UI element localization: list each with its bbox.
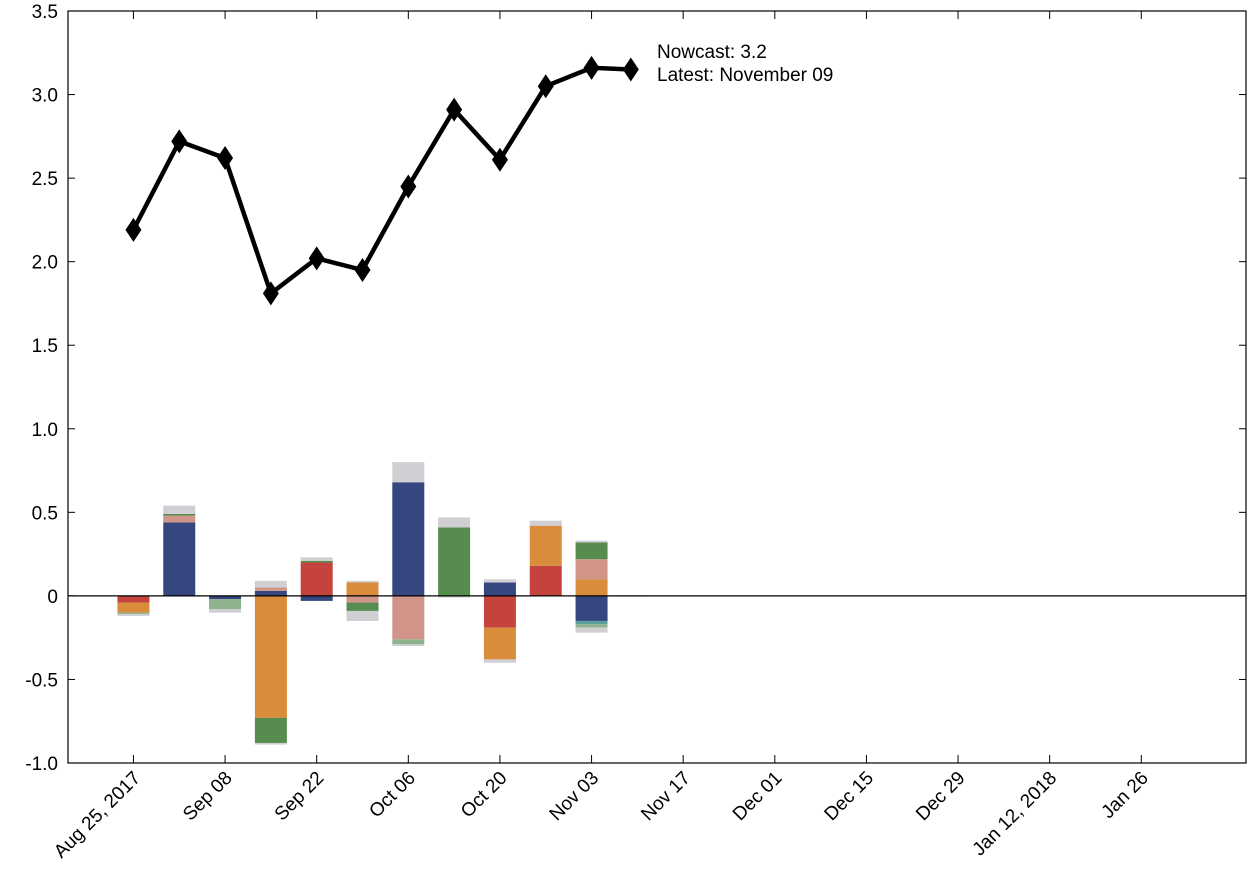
bar-segment-5-1: [346, 580, 379, 583]
x-tick-label-4: Oct 20: [457, 768, 511, 822]
nowcast-point-0: [125, 217, 142, 242]
x-tick-label-8: Dec 15: [821, 768, 878, 825]
bar-segment-2-1: [209, 599, 242, 610]
bar-segment-10-3: [575, 540, 608, 543]
nowcast-point-1: [171, 129, 188, 154]
nowcast-point-3: [262, 281, 279, 306]
bar-segment-6-4: [392, 644, 425, 647]
y-tick-label-4: 1.0: [32, 420, 58, 441]
bar-segment-7-0: [438, 527, 471, 596]
bar-segment-4-1: [300, 560, 333, 563]
bar-segment-6-3: [392, 639, 425, 645]
nowcast-line: [131, 65, 631, 298]
nowcast-point-11: [622, 57, 639, 82]
bar-segment-0-0: [117, 595, 150, 603]
bar-segment-1-3: [163, 505, 196, 515]
nowcast-line-layer: [125, 55, 639, 306]
x-tick-label-10: Jan 12, 2018: [969, 768, 1062, 861]
bar-segment-10-4: [575, 595, 608, 621]
bar-segment-9-0: [529, 565, 562, 596]
annotation-layer: Nowcast: 3.2 Latest: November 09: [657, 42, 833, 86]
bar-segment-8-1: [483, 579, 516, 583]
bar-segment-9-2: [529, 520, 562, 526]
latest-annotation: Latest: November 09: [657, 65, 833, 86]
bar-segment-6-2: [392, 595, 425, 640]
bar-segment-5-3: [346, 602, 379, 611]
x-tick-label-2: Sep 22: [271, 768, 328, 825]
nowcast-point-2: [217, 146, 234, 171]
bar-segment-10-5: [575, 620, 608, 625]
bar-segment-8-2: [483, 595, 516, 628]
bar-segment-1-1: [163, 515, 196, 523]
y-tick-label-6: 2.0: [32, 253, 58, 274]
nowcast-point-7: [446, 97, 463, 122]
x-tick-label-7: Dec 01: [729, 768, 786, 825]
y-tick-label-5: 1.5: [32, 336, 58, 357]
bar-segment-3-1: [254, 587, 287, 591]
x-tick-label-11: Jan 26: [1098, 768, 1153, 823]
bar-segment-5-2: [346, 595, 379, 603]
bar-segment-5-0: [346, 582, 379, 596]
bar-segment-10-7: [575, 627, 608, 633]
bar-segment-10-0: [575, 579, 608, 596]
y-tick-label-0: -1.0: [25, 754, 58, 775]
bars-layer: [117, 462, 647, 745]
bar-segment-3-4: [254, 717, 287, 743]
bar-segment-0-2: [117, 612, 150, 615]
x-tick-label-5: Nov 03: [546, 768, 603, 825]
nowcast-point-4: [308, 246, 325, 271]
bar-segment-10-1: [575, 559, 608, 580]
bar-segment-3-2: [254, 580, 287, 588]
bar-segment-0-1: [117, 602, 150, 613]
bar-segment-1-2: [163, 514, 196, 516]
bar-segment-6-1: [392, 462, 425, 483]
bar-segment-4-2: [300, 557, 333, 561]
bar-segment-2-0: [209, 595, 242, 600]
bar-segment-5-4: [346, 610, 379, 621]
bar-segment-3-3: [254, 595, 287, 718]
bar-segment-8-4: [483, 659, 516, 663]
bar-segment-4-0: [300, 562, 333, 596]
bar-segment-0-3: [117, 614, 150, 616]
nowcast-point-5: [354, 258, 371, 283]
y-tick-label-2: 0: [47, 587, 58, 608]
nowcast-point-6: [400, 174, 417, 199]
bar-segment-8-0: [483, 582, 516, 596]
nowcast-point-8: [491, 147, 508, 172]
bar-segment-7-2: [438, 595, 471, 598]
y-tick-label-1: -0.5: [25, 670, 58, 691]
bar-segment-3-5: [254, 742, 287, 745]
bar-segment-7-1: [438, 517, 471, 528]
bar-segment-10-2: [575, 542, 608, 560]
bar-segment-10-6: [575, 624, 608, 628]
bar-segment-4-3: [300, 595, 333, 601]
bar-segment-9-1: [529, 525, 562, 566]
bar-segment-3-0: [254, 590, 287, 596]
nowcast-point-9: [537, 74, 554, 99]
bar-segment-2-2: [209, 609, 242, 613]
x-tick-label-0: Aug 25, 2017: [50, 768, 145, 863]
y-tick-label-3: 0.5: [32, 503, 58, 524]
x-tick-label-3: Oct 06: [365, 768, 419, 822]
x-tick-label-1: Sep 08: [179, 768, 236, 825]
x-tick-label-6: Nov 17: [637, 768, 694, 825]
axes-layer: -1.0 -0.5 0 0.5 1.0 1.5 2.0 2.5 3.0 3.5 Aug 25, 20…: [25, 2, 1247, 863]
y-tick-label-8: 3.0: [32, 86, 58, 107]
nowcast-annotation: Nowcast: 3.2: [657, 42, 767, 63]
plot-frame: [67, 10, 1247, 764]
x-tick-label-9: Dec 29: [912, 768, 969, 825]
bar-segment-1-0: [163, 522, 196, 596]
y-tick-label-7: 2.5: [32, 169, 58, 190]
y-tick-label-9: 3.5: [32, 2, 58, 23]
nowcast-point-10: [583, 55, 600, 80]
bar-segment-6-0: [392, 482, 425, 596]
bar-segment-8-3: [483, 627, 516, 660]
